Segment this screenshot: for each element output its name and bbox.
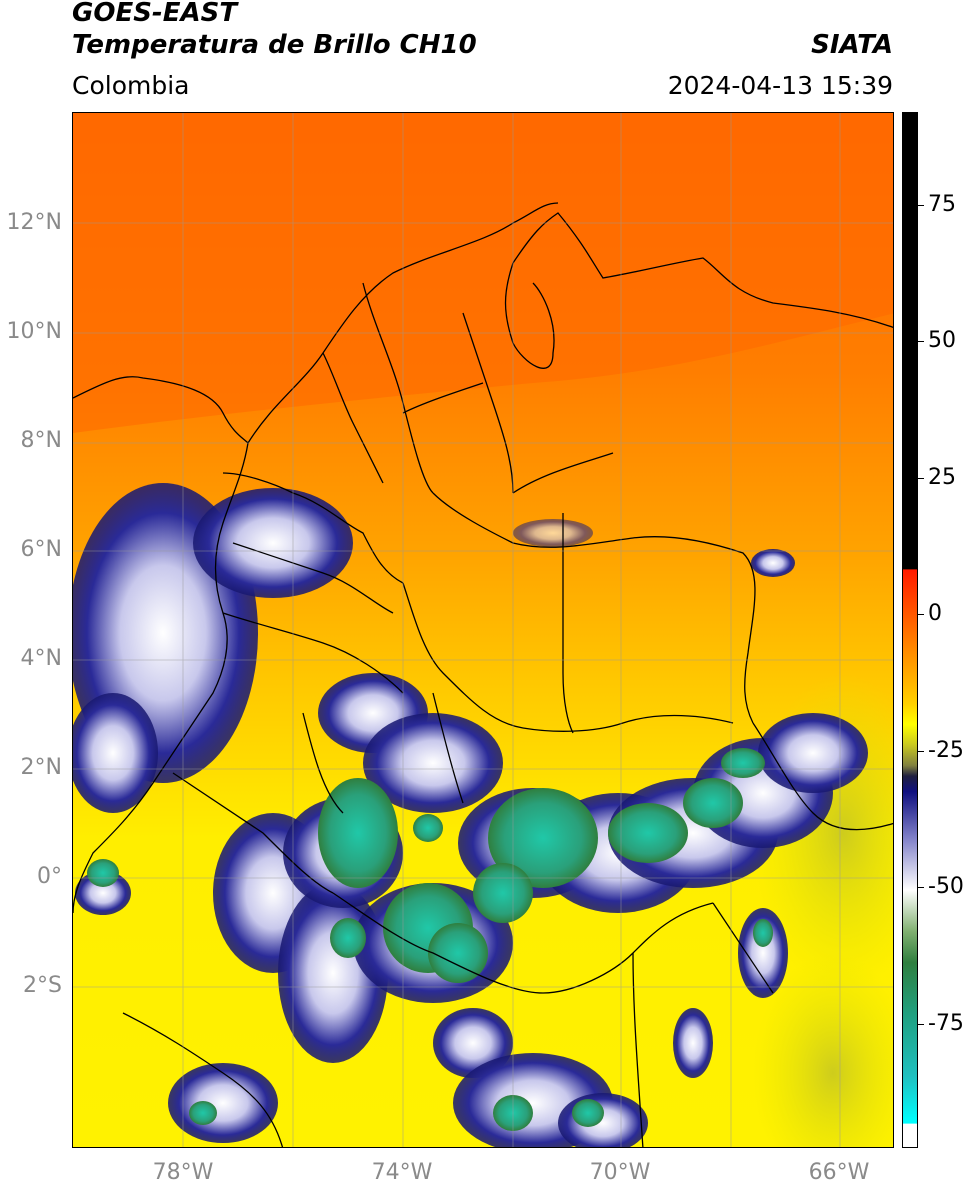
colorbar-tick	[918, 614, 924, 615]
satellite-map-graphic	[73, 113, 893, 1147]
colorbar-label-25: 25	[928, 465, 956, 490]
colorbar-tick	[918, 751, 924, 752]
colorbar-tick	[918, 887, 924, 888]
lon-label-78w: 78°W	[152, 1160, 214, 1185]
lon-label-66w: 66°W	[808, 1160, 870, 1185]
brand-label: SIATA	[811, 30, 893, 60]
cold-cloud-tops	[87, 748, 773, 1131]
product-title: Temperatura de Brillo CH10	[72, 30, 477, 60]
lat-label-2n: 2°N	[20, 755, 62, 780]
colorbar-tick	[918, 1024, 924, 1025]
colorbar-scale	[903, 113, 917, 1147]
colorbar-tick	[918, 205, 924, 206]
colorbar-label-minus75: -75	[928, 1011, 964, 1036]
colorbar-label-75: 75	[928, 192, 956, 217]
colorbar-tick	[918, 341, 924, 342]
region-label: Colombia	[72, 71, 190, 100]
lat-label-0: 0°	[37, 864, 62, 889]
colorbar-label-50: 50	[928, 328, 956, 353]
timestamp-label: 2024-04-13 15:39	[667, 71, 893, 100]
lat-label-2s: 2°S	[23, 973, 62, 998]
colorbar-label-minus50: -50	[928, 874, 964, 899]
lon-label-70w: 70°W	[589, 1160, 651, 1185]
temperature-colorbar	[902, 112, 918, 1148]
colorbar-tick	[918, 478, 924, 479]
colorbar-label-0: 0	[928, 601, 942, 626]
lat-label-4n: 4°N	[20, 646, 62, 671]
map-graticule	[73, 113, 893, 1147]
lat-label-8n: 8°N	[20, 428, 62, 453]
lat-label-6n: 6°N	[20, 537, 62, 562]
lat-label-10n: 10°N	[6, 319, 62, 344]
satellite-map	[72, 112, 894, 1148]
lat-label-12n: 12°N	[6, 210, 62, 235]
colorbar-label-minus25: -25	[928, 738, 964, 763]
satellite-title: GOES-EAST	[72, 0, 238, 28]
lon-label-74w: 74°W	[371, 1160, 433, 1185]
